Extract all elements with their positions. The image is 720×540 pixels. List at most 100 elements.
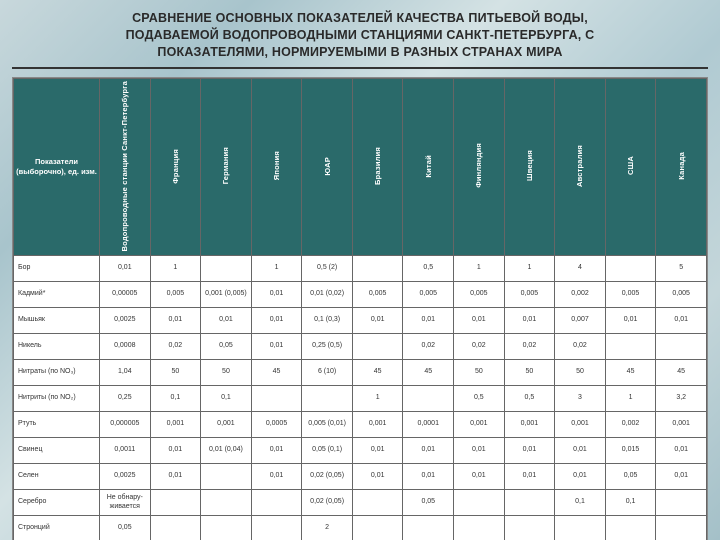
col-brazil: Бразилия [352,78,403,255]
cell: 0,02 [150,334,201,360]
cell: 0,002 [555,282,606,308]
cell [251,386,302,412]
col-usa: США [605,78,656,255]
cell: 0,5 (2) [302,256,353,282]
cell [605,516,656,540]
cell: Не обнару-живается [100,490,151,516]
cell: 0,01 [352,308,403,334]
cell [454,490,505,516]
header-row: Показатели (выборочно), ед. изм. Водопро… [14,78,707,255]
cell: 0,005 [605,282,656,308]
cell: 0,001 [201,412,252,438]
cell: 3,2 [656,386,707,412]
col-spb: Водопроводные станции Санкт-Петербурга [100,78,151,255]
cell: 0,5 [403,256,454,282]
cell: 0,01 [352,438,403,464]
comparison-table-wrap: Показатели (выборочно), ед. изм. Водопро… [12,77,708,540]
cell [251,516,302,540]
cell [150,490,201,516]
cell: 0,02 [454,334,505,360]
row-label: Ртуть [14,412,100,438]
cell: 0,01 [454,464,505,490]
cell: 45 [656,360,707,386]
cell: 0,005 [454,282,505,308]
cell: 0,1 [555,490,606,516]
cell: 0,01 [251,464,302,490]
cell [504,516,555,540]
cell [201,256,252,282]
cell: 0,1 [201,386,252,412]
cell: 0,5 [504,386,555,412]
cell: 0,001 [656,412,707,438]
cell: 0,01 [504,308,555,334]
cell: 3 [555,386,606,412]
cell: 45 [605,360,656,386]
header-row-label-text: Показатели (выборочно), ед. изм. [16,157,97,176]
cell: 0,001 (0,005) [201,282,252,308]
col-rsa: ЮАР [302,78,353,255]
cell [605,256,656,282]
header-row-label: Показатели (выборочно), ед. изм. [14,78,100,255]
cell: 1 [251,256,302,282]
cell: 0,007 [555,308,606,334]
cell: 1,04 [100,360,151,386]
cell: 0,01 [403,308,454,334]
title-line-1: СРАВНЕНИЕ ОСНОВНЫХ ПОКАЗАТЕЛЕЙ КАЧЕСТВА … [132,11,588,25]
cell: 0,00005 [100,282,151,308]
table-row: Мышьяк0,00250,010,010,010,1 (0,3)0,010,0… [14,308,707,334]
cell: 0,1 [605,490,656,516]
table-header: Показатели (выборочно), ед. изм. Водопро… [14,78,707,255]
col-japan: Япония [251,78,302,255]
cell: 50 [454,360,505,386]
cell: 0,01 [150,308,201,334]
comparison-table: Показатели (выборочно), ед. изм. Водопро… [13,78,707,540]
cell: 0,01 [454,438,505,464]
row-label: Никель [14,334,100,360]
page-title: СРАВНЕНИЕ ОСНОВНЫХ ПОКАЗАТЕЛЕЙ КАЧЕСТВА … [12,10,708,69]
cell: 0,01 [504,438,555,464]
cell: 0,01 [656,308,707,334]
cell [656,334,707,360]
row-label: Серебро [14,490,100,516]
col-germany: Германия [201,78,252,255]
cell [605,334,656,360]
cell: 45 [352,360,403,386]
cell [251,490,302,516]
cell: 0,05 [201,334,252,360]
cell: 0,001 [555,412,606,438]
cell: 0,015 [605,438,656,464]
cell [352,334,403,360]
cell: 2 [302,516,353,540]
cell: 0,01 [656,438,707,464]
cell [201,464,252,490]
cell: 0,01 [454,308,505,334]
cell: 1 [454,256,505,282]
cell: 0,01 [656,464,707,490]
cell: 0,25 (0,5) [302,334,353,360]
cell: 50 [150,360,201,386]
cell: 1 [352,386,403,412]
cell: 4 [555,256,606,282]
cell: 0,005 [504,282,555,308]
cell: 0,5 [454,386,505,412]
cell: 0,001 [150,412,201,438]
cell: 0,001 [352,412,403,438]
cell: 0,05 (0,1) [302,438,353,464]
cell [302,386,353,412]
page: СРАВНЕНИЕ ОСНОВНЫХ ПОКАЗАТЕЛЕЙ КАЧЕСТВА … [0,0,720,540]
cell: 0,001 [454,412,505,438]
cell: 0,001 [504,412,555,438]
cell: 0,01 [605,308,656,334]
cell [403,516,454,540]
cell: 0,0011 [100,438,151,464]
cell [201,516,252,540]
col-canada: Канада [656,78,707,255]
cell: 0,0001 [403,412,454,438]
row-label: Кадмий* [14,282,100,308]
table-row: Нитраты (по NO₃)1,045050456 (10)45455050… [14,360,707,386]
cell: 50 [201,360,252,386]
cell: 0,002 [605,412,656,438]
cell: 0,0025 [100,464,151,490]
row-label: Нитриты (по NO₂) [14,386,100,412]
cell: 0,01 [555,464,606,490]
